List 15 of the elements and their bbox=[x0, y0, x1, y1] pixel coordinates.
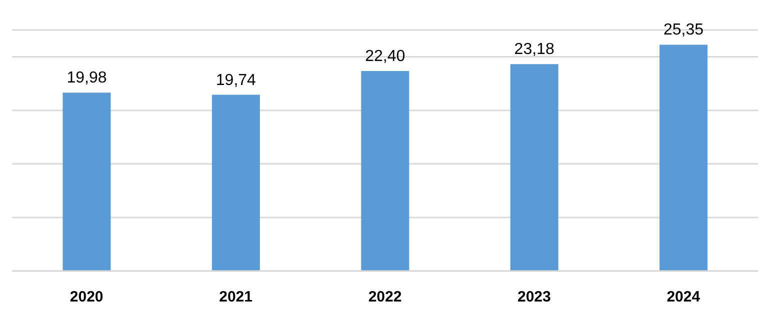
bar bbox=[660, 44, 708, 271]
bar bbox=[212, 94, 260, 271]
x-tick-label: 2022 bbox=[368, 288, 402, 306]
data-label: 19,98 bbox=[66, 70, 107, 87]
data-label: 19,74 bbox=[216, 72, 256, 89]
bar bbox=[510, 64, 558, 271]
data-label: 22,40 bbox=[365, 48, 406, 66]
data-label: 25,35 bbox=[664, 22, 704, 39]
x-tick-label: 2021 bbox=[219, 288, 252, 306]
data-label: 23,18 bbox=[514, 41, 554, 58]
bar bbox=[62, 92, 111, 271]
x-tick-label: 2023 bbox=[518, 288, 551, 306]
x-tick-label: 2024 bbox=[666, 288, 701, 306]
x-tick-label: 2020 bbox=[70, 288, 104, 306]
bar bbox=[361, 71, 410, 271]
